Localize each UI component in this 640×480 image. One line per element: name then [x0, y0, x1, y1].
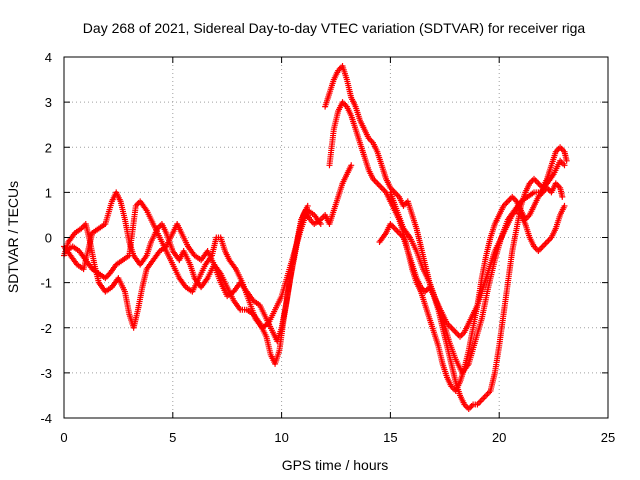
- tick-layer: [63, 56, 609, 419]
- x-tick-label: 0: [60, 430, 67, 445]
- x-tick-label: 25: [601, 430, 615, 445]
- y-tick-label: 3: [45, 95, 52, 110]
- y-tick-label: 2: [45, 140, 52, 155]
- x-tick-label: 15: [383, 430, 397, 445]
- data-point: [563, 157, 570, 164]
- x-axis-label: GPS time / hours: [282, 457, 389, 473]
- grid-layer: [64, 57, 608, 418]
- text-layer: Day 268 of 2021, Sidereal Day-to-day VTE…: [5, 20, 615, 473]
- y-tick-label: 0: [45, 231, 52, 246]
- data-point: [317, 220, 324, 227]
- data-point: [348, 162, 355, 169]
- y-tick-label: -3: [40, 366, 52, 381]
- x-tick-label: 5: [169, 430, 176, 445]
- y-tick-label: -4: [40, 411, 52, 426]
- y-tick-label: 4: [45, 50, 52, 65]
- data-layer: [61, 63, 570, 412]
- x-tick-label: 20: [492, 430, 506, 445]
- y-axis-label: SDTVAR / TECUs: [5, 181, 21, 293]
- y-tick-label: -2: [40, 321, 52, 336]
- y-tick-label: -1: [40, 276, 52, 291]
- data-point: [559, 193, 566, 200]
- y-tick-label: 1: [45, 185, 52, 200]
- chart-title: Day 268 of 2021, Sidereal Day-to-day VTE…: [83, 20, 586, 36]
- x-tick-label: 10: [274, 430, 288, 445]
- data-point: [561, 162, 568, 169]
- data-point: [561, 202, 568, 209]
